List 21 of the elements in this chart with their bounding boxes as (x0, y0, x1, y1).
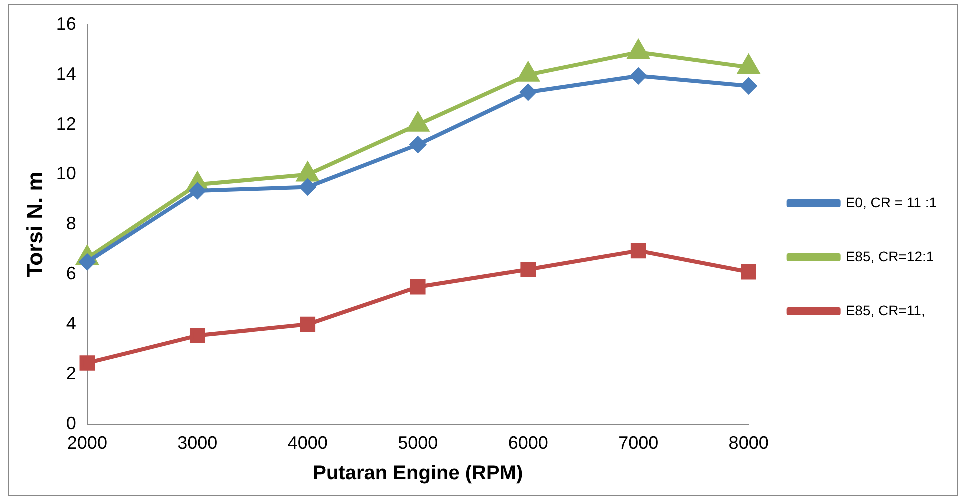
x-tick-label: 4000 (288, 433, 328, 454)
legend-label: E85, CR=11, (846, 302, 926, 318)
x-tick-label: 3000 (178, 433, 218, 454)
y-tick-label: 4 (66, 314, 76, 334)
y-tick-label: 16 (56, 14, 76, 34)
y-tick-label: 0 (66, 413, 76, 434)
y-axis-title: Torsi N. m (22, 172, 48, 278)
x-axis-title: Putaran Engine (RPM) (313, 462, 524, 485)
x-tick-label: 2000 (67, 433, 108, 454)
x-tick-label: 6000 (508, 433, 548, 454)
y-tick-label: 6 (66, 264, 76, 284)
y-tick-label: 14 (56, 64, 76, 84)
x-tick-label: 8000 (728, 433, 769, 454)
y-tick-label: 8 (66, 214, 76, 234)
y-tick-label: 2 (66, 363, 76, 384)
x-tick-label: 5000 (398, 433, 438, 454)
legend-label: E85, CR=12:1 (846, 248, 934, 264)
y-tick-label: 12 (56, 114, 76, 134)
legend-label: E0, CR = 11 :1 (846, 194, 938, 210)
x-tick-label: 7000 (618, 433, 659, 454)
y-tick-label: 10 (56, 164, 76, 184)
